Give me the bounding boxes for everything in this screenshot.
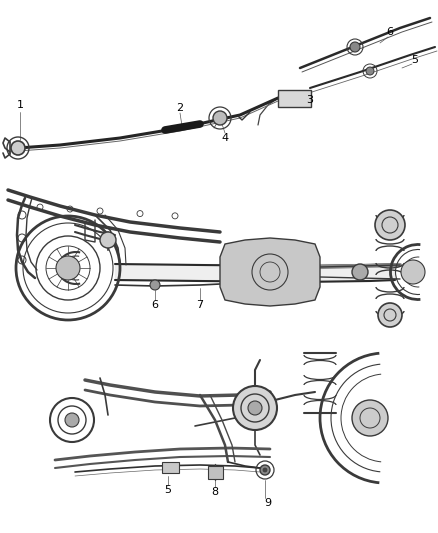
Text: 6: 6 [386,27,393,37]
Circle shape [352,264,368,280]
Text: 6: 6 [152,300,159,310]
Circle shape [260,465,270,475]
Circle shape [248,401,262,415]
Circle shape [56,256,80,280]
Text: 8: 8 [212,487,219,497]
FancyBboxPatch shape [208,465,223,479]
Circle shape [401,260,425,284]
Circle shape [233,386,277,430]
Circle shape [150,280,160,290]
Text: 9: 9 [265,498,272,508]
Text: 2: 2 [177,103,184,113]
Circle shape [213,111,227,125]
Circle shape [378,303,402,327]
Text: 4: 4 [222,133,229,143]
Circle shape [350,42,360,52]
Text: 5: 5 [411,55,418,65]
Text: 5: 5 [165,485,172,495]
Text: 1: 1 [17,100,24,110]
Circle shape [366,67,374,75]
Circle shape [263,468,267,472]
Circle shape [65,413,79,427]
FancyBboxPatch shape [162,462,179,472]
Circle shape [11,141,25,155]
Polygon shape [220,238,320,306]
Circle shape [352,400,388,436]
Circle shape [100,232,116,248]
Circle shape [375,210,405,240]
Text: 7: 7 [196,300,204,310]
FancyBboxPatch shape [278,90,311,107]
Text: 3: 3 [307,95,314,105]
